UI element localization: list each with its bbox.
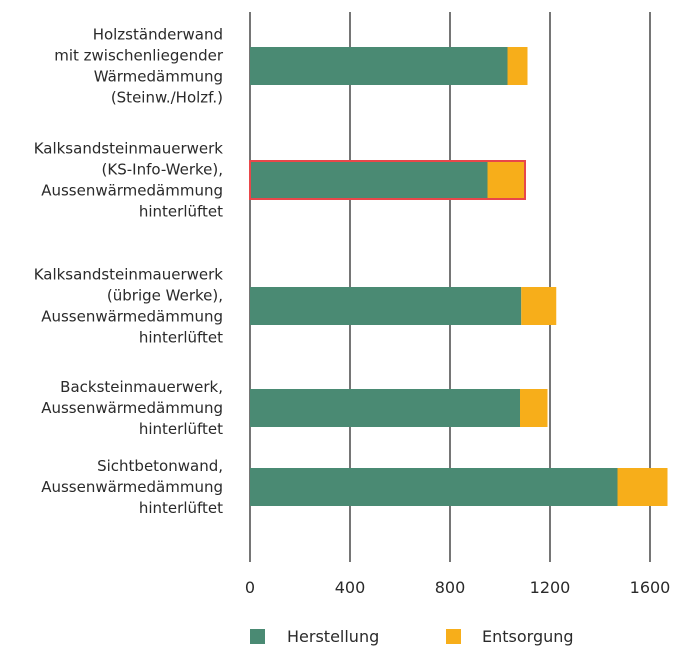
bar-herstellung-4	[250, 468, 618, 506]
bar-entsorgung-4	[617, 468, 668, 506]
bar-herstellung-1	[250, 161, 488, 199]
category-label-4: Sichtbetonwand, Aussenwärmedämmung hinterl…	[41, 457, 223, 517]
bar-entsorgung-2	[521, 287, 557, 325]
tick-label-400: 400	[335, 578, 366, 597]
legend-swatch-entsorgung	[446, 629, 461, 644]
bar-entsorgung-1	[487, 161, 525, 199]
tick-label-0: 0	[245, 578, 255, 597]
category-label-2: Kalksandsteinmauerwerk (übrige Werke), Aus…	[34, 266, 224, 347]
bar-herstellung-2	[250, 287, 522, 325]
legend-label-herstellung: Herstellung	[287, 627, 379, 646]
tick-label-1600: 1600	[630, 578, 671, 597]
bar-herstellung-0	[250, 47, 508, 85]
tick-label-800: 800	[435, 578, 466, 597]
category-label-0: Holzständerwand mit zwischenliegender Wärm…	[54, 26, 224, 107]
bar-entsorgung-3	[520, 389, 548, 427]
legend-label-entsorgung: Entsorgung	[482, 627, 574, 646]
bar-herstellung-3	[250, 389, 520, 427]
category-label-1: Kalksandsteinmauerwerk (KS-Info-Werke), Au…	[34, 140, 224, 221]
legend: Herstellung Entsorgung	[250, 627, 574, 646]
x-axis-ticks: 0 400 800 1200 1600	[245, 578, 670, 597]
tick-label-1200: 1200	[530, 578, 571, 597]
legend-swatch-herstellung	[250, 629, 265, 644]
category-label-3: Backsteinmauerwerk, Aussenwärmedämmung hin…	[41, 378, 223, 438]
highlight-outline	[249, 160, 526, 200]
bars	[249, 47, 668, 506]
bar-entsorgung-0	[507, 47, 528, 85]
category-labels: Holzständerwand mit zwischenliegender Wärm…	[34, 26, 224, 518]
